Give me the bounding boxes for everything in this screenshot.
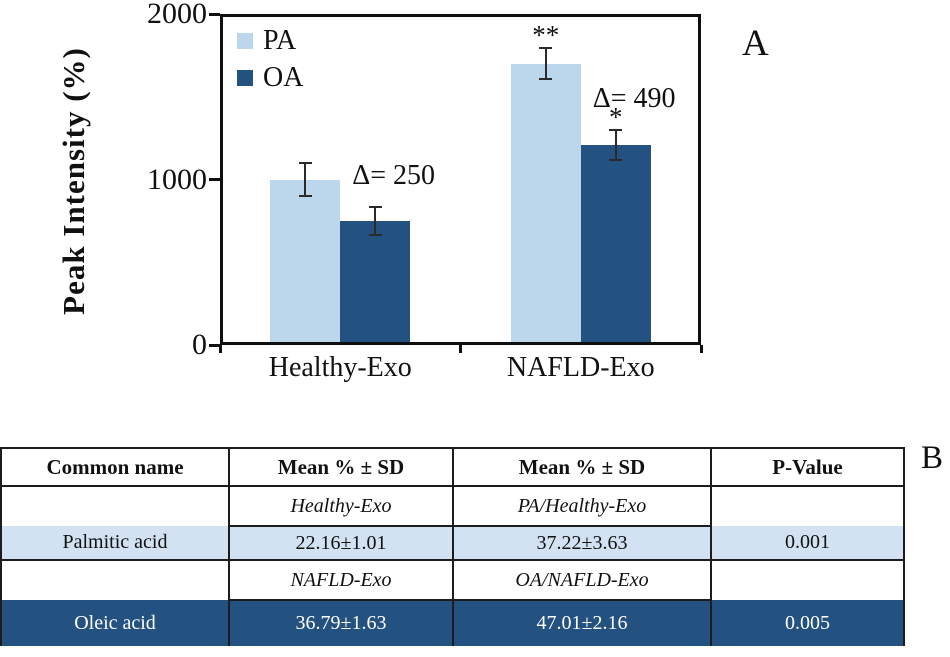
bar-pa-0 xyxy=(270,179,341,345)
x-category-label: NAFLD-Exo xyxy=(506,352,655,383)
bar-oa-1 xyxy=(580,144,651,345)
pa-swatch-icon xyxy=(237,33,253,49)
delta-annotation: Δ= 490 xyxy=(592,82,676,114)
significance-marker: * xyxy=(609,101,623,132)
legend-item-pa: PA xyxy=(237,27,296,55)
error-bar-cap xyxy=(368,205,382,208)
bar-pa-1 xyxy=(510,63,581,345)
table-cell: 22.16±1.01 xyxy=(229,526,454,561)
error-bar-cap xyxy=(298,195,312,198)
table-cell: PA/Healthy-Exo xyxy=(453,486,712,527)
error-bar-cap xyxy=(539,78,553,81)
legend-label-oa: OA xyxy=(263,62,304,93)
error-bar-line xyxy=(304,162,307,197)
table-cell: Oleic acid xyxy=(1,600,230,646)
table-cell: OA/NAFLD-Exo xyxy=(453,560,712,601)
y-tick-mark xyxy=(209,12,220,16)
x-category-label: Healthy-Exo xyxy=(268,352,412,383)
y-tick-mark xyxy=(209,343,220,347)
table-cell: 0.005 xyxy=(711,600,905,646)
header-p-value: P-Value xyxy=(711,448,905,487)
error-bar-cap xyxy=(609,128,623,131)
y-tick-label: 0 xyxy=(192,328,207,361)
error-bar-line xyxy=(614,129,617,160)
header-mean-sd-healthy: Mean % ± SD xyxy=(229,448,454,487)
error-bar-cap xyxy=(298,161,312,164)
table-cell: 47.01±2.16 xyxy=(453,600,712,646)
delta-annotation: Δ= 250 xyxy=(352,159,436,191)
table-cell: Palmitic acid xyxy=(1,526,230,561)
results-table-body: Healthy-Exo PA/Healthy-Exo Palmitic acid 22… xyxy=(1,486,905,646)
table-cell xyxy=(1,560,230,600)
results-table: Common name Mean % ± SD Mean % ± SD P-Va… xyxy=(0,447,905,646)
error-bar-cap xyxy=(368,233,382,236)
table-row: Oleic acid 36.79±1.63 47.01±2.16 0.005 xyxy=(1,600,905,646)
table-cell xyxy=(711,486,905,526)
table-row: NAFLD-Exo OA/NAFLD-Exo xyxy=(1,560,905,601)
x-tick-mark xyxy=(699,345,703,353)
table-cell: 36.79±1.63 xyxy=(229,600,454,646)
error-bar-line xyxy=(544,47,547,80)
legend-label-pa: PA xyxy=(263,25,297,56)
x-tick-mark xyxy=(218,345,222,353)
error-bar-line xyxy=(374,206,377,235)
x-tick-mark xyxy=(459,345,462,353)
y-tick-mark xyxy=(209,178,220,181)
y-tick-label: 1000 xyxy=(147,162,207,196)
y-tick-label: 2000 xyxy=(147,0,207,30)
table-header-row: Common name Mean % ± SD Mean % ± SD P-Va… xyxy=(1,448,905,487)
table-cell: 37.22±3.63 xyxy=(453,526,712,561)
table-cell: NAFLD-Exo xyxy=(229,560,454,601)
table-cell xyxy=(711,560,905,600)
plot-area-frame xyxy=(220,14,701,345)
header-common-name: Common name xyxy=(1,448,230,487)
panel-label-a: A xyxy=(742,23,769,64)
table-row: Healthy-Exo PA/Healthy-Exo xyxy=(1,486,905,527)
table-row: Palmitic acid 22.16±1.01 37.22±3.63 0.001 xyxy=(1,526,905,561)
table-cell xyxy=(1,486,230,526)
error-bar-cap xyxy=(609,158,623,161)
table-cell: Healthy-Exo xyxy=(229,486,454,527)
header-mean-sd-ratio: Mean % ± SD xyxy=(453,448,712,487)
table-cell: 0.001 xyxy=(711,526,905,561)
oa-swatch-icon xyxy=(237,70,253,86)
error-bar-cap xyxy=(539,46,553,49)
panel-label-b: B xyxy=(921,440,944,476)
bar-oa-0 xyxy=(340,220,411,345)
legend-item-oa: OA xyxy=(237,64,303,92)
significance-marker: ** xyxy=(532,19,560,50)
